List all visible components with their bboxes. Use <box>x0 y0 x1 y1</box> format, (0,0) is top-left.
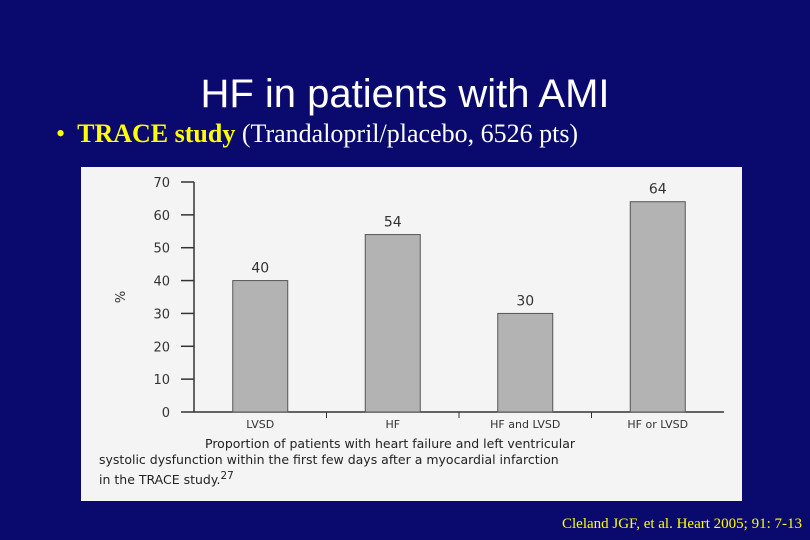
x-tick-label: HF and LVSD <box>490 418 560 431</box>
caption-line-1: Proportion of patients with heart failur… <box>205 436 575 451</box>
y-tick-label: 60 <box>153 209 170 224</box>
citation: Cleland JGF, et al. Heart 2005; 91: 7-13 <box>561 516 802 532</box>
bar-hf-or-lvsd <box>629 201 686 413</box>
bar-hf <box>364 234 421 413</box>
bar-hf-and-lvsd <box>497 312 554 413</box>
study-word: study <box>174 119 236 148</box>
y-tick-label: 50 <box>153 242 170 257</box>
y-tick-label: 70 <box>153 176 170 191</box>
bar-chart: 0 10 20 30 40 50 60 70% 40 LVSD 54 HF 30 HF and LVSD 6… <box>114 176 724 431</box>
y-tick-label: 20 <box>153 340 170 355</box>
study-name: TRACE <box>77 119 169 148</box>
y-tick-label: 0 <box>162 406 170 421</box>
bar-value-label: 54 <box>384 215 402 231</box>
slide-title: HF in patients with AMI <box>200 72 610 116</box>
caption-line-3: in the TRACE study.27 <box>99 468 739 488</box>
y-tick-label: 10 <box>153 373 170 388</box>
bar-value-label: 40 <box>251 261 269 277</box>
bar-value-label: 30 <box>516 293 534 309</box>
chart-figure: 0 10 20 30 40 50 60 70% 40 LVSD 54 HF 30 HF and LVSD 6… <box>81 167 742 501</box>
x-tick-label: HF or LVSD <box>627 418 688 431</box>
y-tick-label: 40 <box>153 275 170 290</box>
study-bullet: • TRACE study (Trandalopril/placebo, 6526… <box>56 118 578 150</box>
y-axis-label: % <box>114 291 129 303</box>
bullet-marker: • <box>56 119 66 148</box>
study-detail: (Trandalopril/placebo, 6526 pts) <box>241 119 579 148</box>
caption-line-2: systolic dysfunction within the first fe… <box>99 452 559 467</box>
caption-reference: 27 <box>220 470 234 482</box>
bar-lvsd <box>232 280 289 413</box>
caption-line-3-text: in the TRACE study. <box>99 472 221 488</box>
figure-caption: Proportion of patients with heart failur… <box>99 436 739 488</box>
x-tick-label: HF <box>385 418 400 431</box>
x-tick-label: LVSD <box>246 418 274 431</box>
bar-value-label: 64 <box>649 182 667 198</box>
y-tick-label: 30 <box>153 307 170 322</box>
